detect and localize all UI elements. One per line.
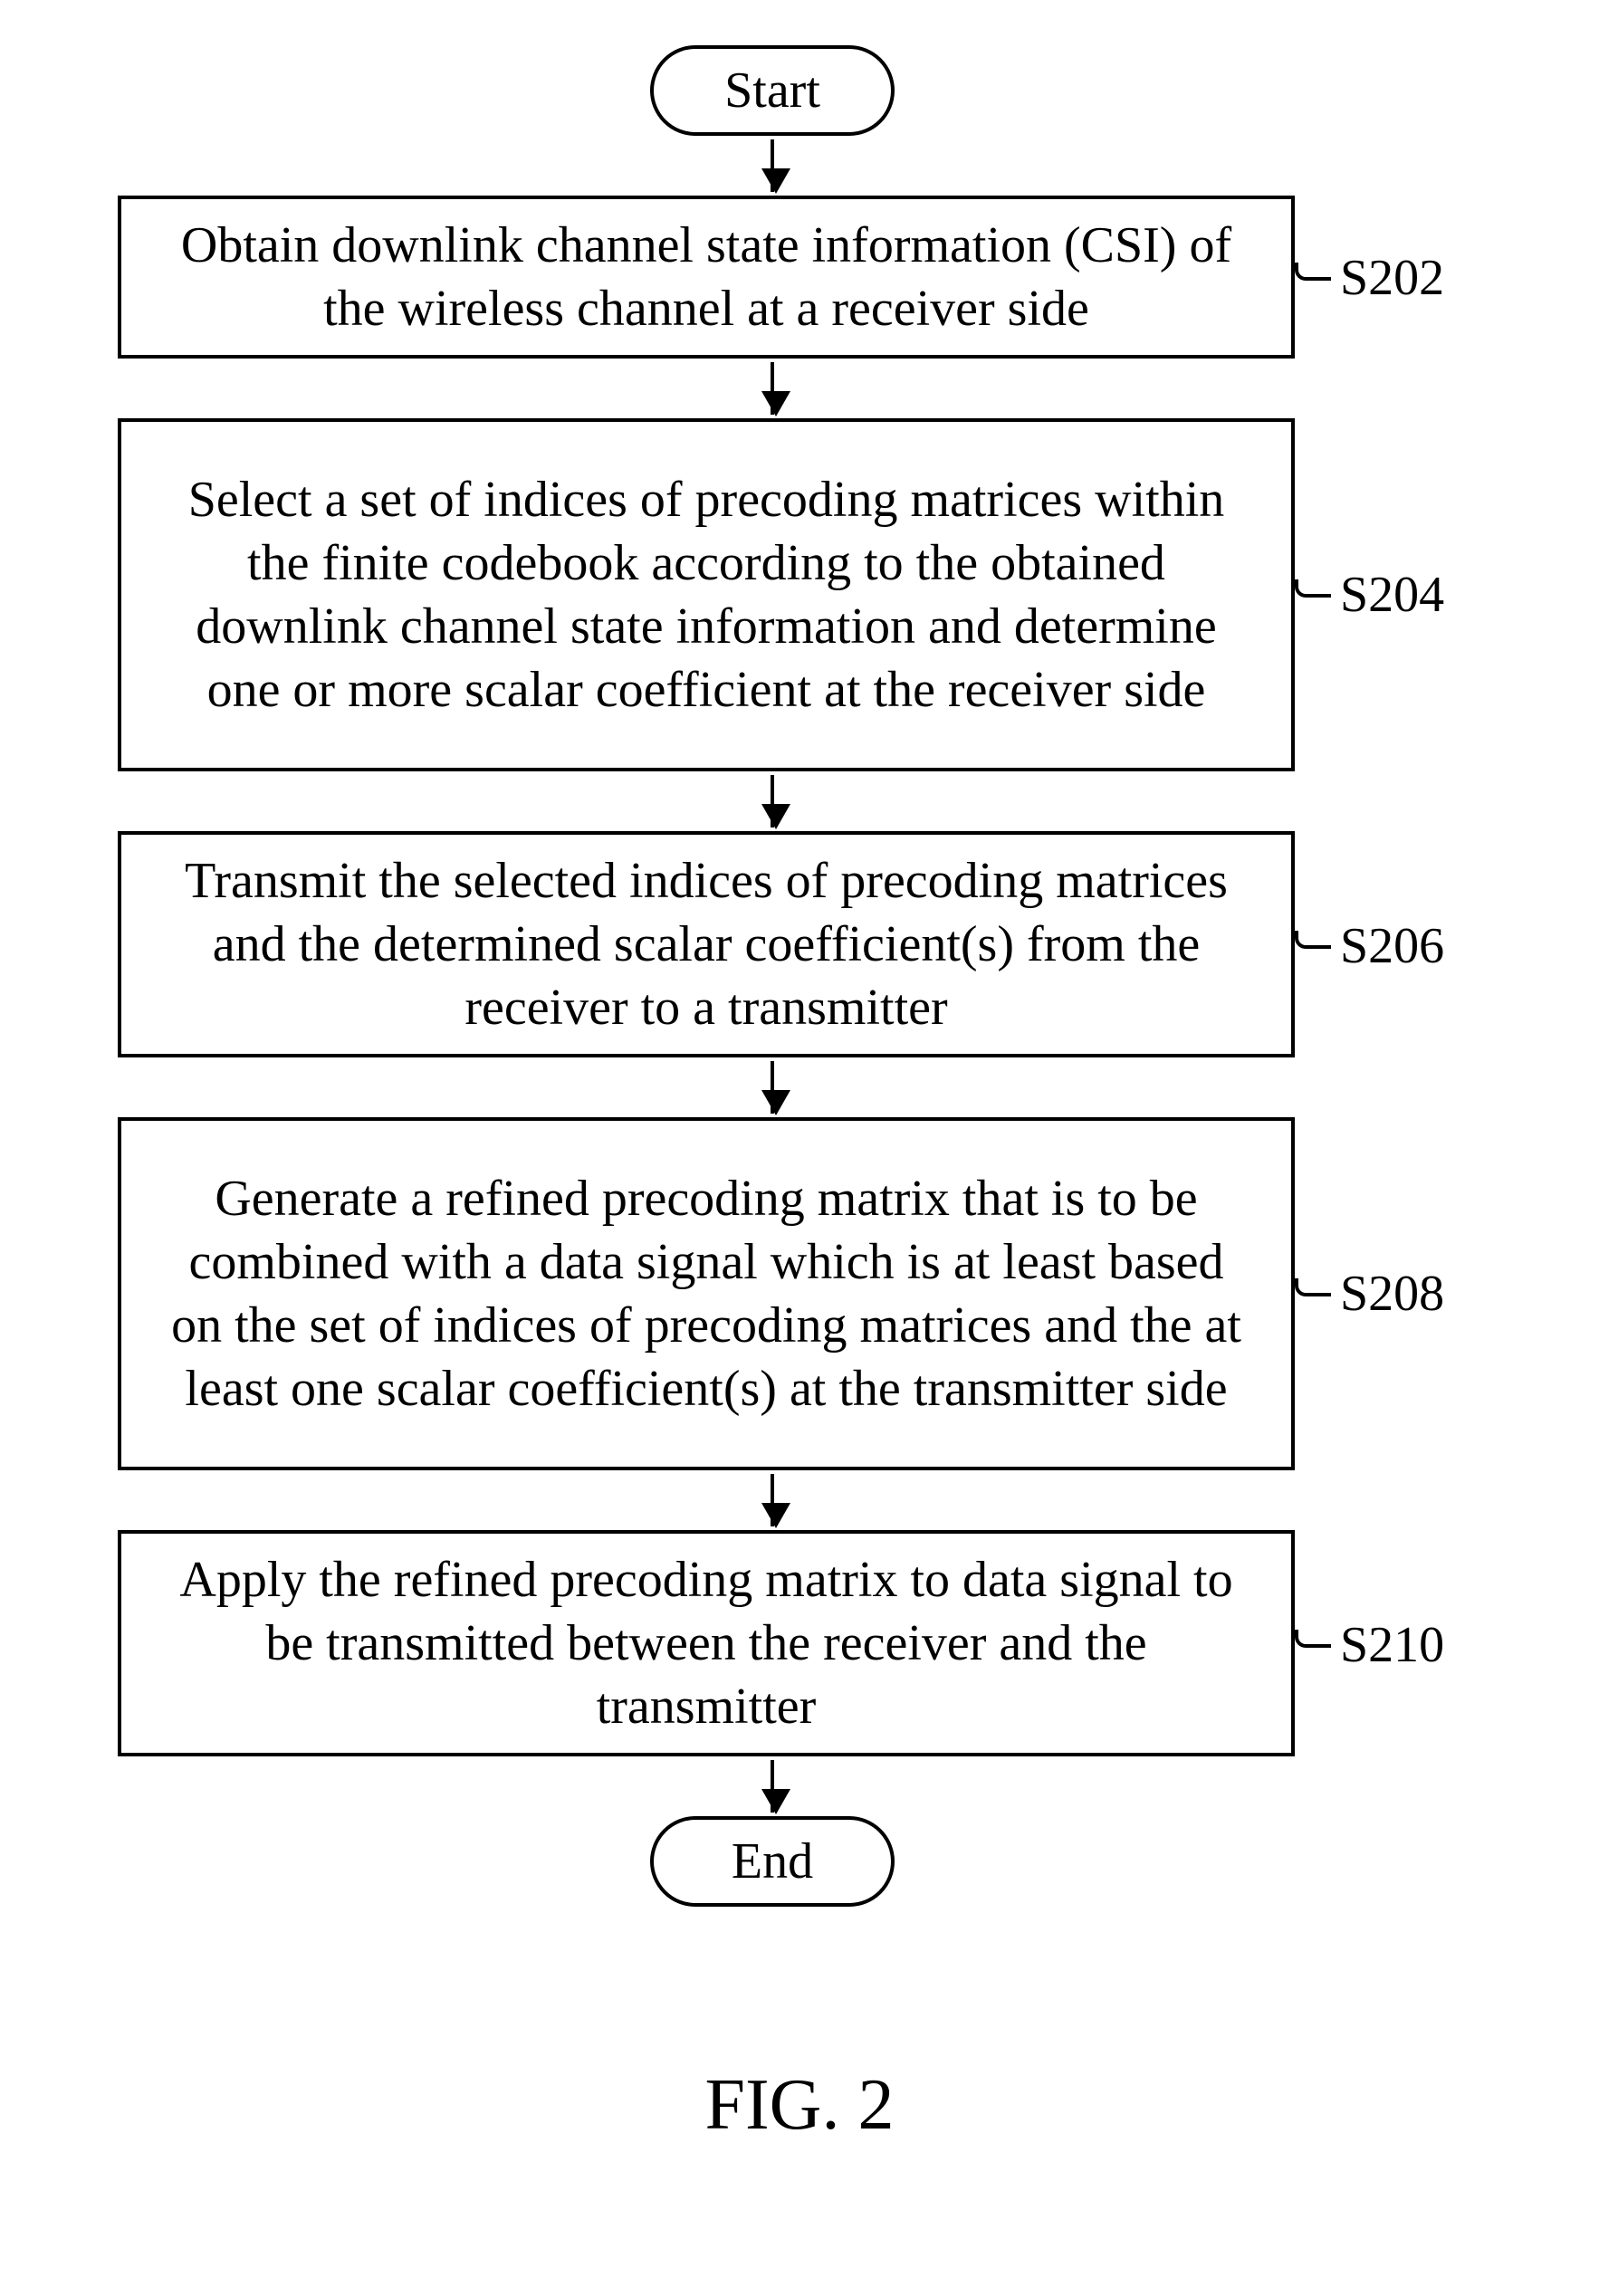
- figure-caption: FIG. 2: [0, 2064, 1599, 2147]
- process-s210: Apply the refined precoding matrix to da…: [118, 1530, 1295, 1756]
- process-s202-text: Obtain downlink channel state informatio…: [158, 214, 1255, 340]
- arrow-s204-s206: [771, 775, 774, 828]
- start-terminal: Start: [650, 45, 895, 136]
- arrow-start-s202: [771, 139, 774, 192]
- step-label-s210: S210: [1340, 1616, 1444, 1674]
- step-label-s208: S208: [1340, 1265, 1444, 1323]
- tick-s210: [1295, 1630, 1331, 1648]
- tick-s202: [1295, 263, 1331, 281]
- end-label: End: [732, 1832, 813, 1890]
- step-label-s202: S202: [1340, 249, 1444, 307]
- arrow-s210-end: [771, 1760, 774, 1813]
- process-s206-text: Transmit the selected indices of precodi…: [158, 849, 1255, 1039]
- process-s204: Select a set of indices of precoding mat…: [118, 418, 1295, 771]
- process-s208: Generate a refined precoding matrix that…: [118, 1117, 1295, 1470]
- end-terminal: End: [650, 1816, 895, 1907]
- start-label: Start: [724, 62, 820, 120]
- step-label-s206: S206: [1340, 917, 1444, 975]
- arrow-s202-s204: [771, 362, 774, 415]
- flowchart-container: Start Obtain downlink channel state info…: [0, 0, 1599, 2296]
- tick-s208: [1295, 1278, 1331, 1296]
- tick-s204: [1295, 579, 1331, 598]
- process-s208-text: Generate a refined precoding matrix that…: [158, 1167, 1255, 1421]
- arrow-s206-s208: [771, 1061, 774, 1114]
- process-s202: Obtain downlink channel state informatio…: [118, 196, 1295, 359]
- process-s204-text: Select a set of indices of precoding mat…: [158, 468, 1255, 722]
- process-s206: Transmit the selected indices of precodi…: [118, 831, 1295, 1057]
- arrow-s208-s210: [771, 1474, 774, 1526]
- process-s210-text: Apply the refined precoding matrix to da…: [158, 1548, 1255, 1738]
- tick-s206: [1295, 931, 1331, 949]
- step-label-s204: S204: [1340, 566, 1444, 624]
